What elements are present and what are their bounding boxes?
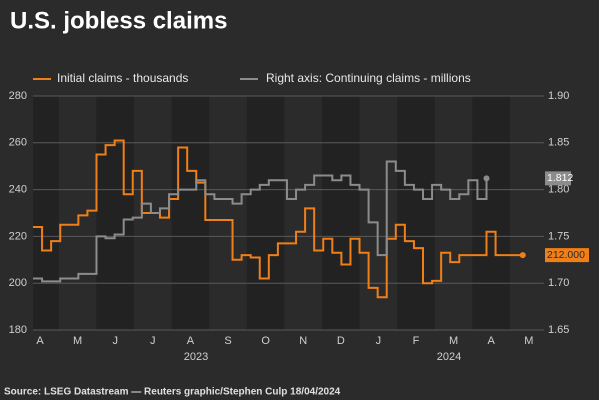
y2-tick-label: 1.90 bbox=[548, 90, 569, 102]
x-tick-label: F bbox=[413, 335, 420, 347]
y-tick-label: 240 bbox=[9, 184, 27, 196]
x-tick-label: N bbox=[299, 335, 307, 347]
x-tick-label: D bbox=[337, 335, 345, 347]
series-line bbox=[33, 160, 488, 283]
month-band bbox=[96, 96, 134, 330]
month-band bbox=[284, 96, 322, 330]
year-label: 2023 bbox=[184, 351, 208, 363]
y2-tick-label: 1.70 bbox=[548, 277, 569, 289]
month-band bbox=[58, 96, 97, 330]
x-tick-label: O bbox=[261, 335, 270, 347]
x-tick-label: A bbox=[488, 335, 496, 347]
x-tick-label: M bbox=[449, 335, 458, 347]
y2-tick-label: 1.75 bbox=[548, 230, 569, 242]
month-band bbox=[171, 96, 210, 330]
y2-tick-label: 1.85 bbox=[548, 137, 569, 149]
series-line bbox=[33, 139, 523, 299]
month-band bbox=[209, 96, 247, 330]
end-dot bbox=[519, 252, 526, 259]
x-tick-label: A bbox=[36, 335, 44, 347]
y-tick-label: 280 bbox=[9, 90, 27, 102]
legend-label: Right axis: Continuing claims - millions bbox=[266, 71, 471, 85]
end-label: 212.000 bbox=[547, 249, 585, 261]
source: Source: LSEG Datastream — Reuters graphi… bbox=[4, 387, 341, 398]
x-tick-label: S bbox=[224, 335, 231, 347]
month-band bbox=[472, 96, 510, 330]
month-band bbox=[434, 96, 473, 330]
month-band bbox=[322, 96, 360, 330]
x-tick-label: M bbox=[73, 335, 82, 347]
end-dot bbox=[483, 175, 490, 182]
x-tick-label: A bbox=[187, 335, 195, 347]
end-label: 1.812 bbox=[547, 172, 573, 184]
month-band bbox=[33, 96, 59, 330]
year-label: 2024 bbox=[437, 351, 461, 363]
end-label-box bbox=[545, 248, 589, 263]
chart-title: U.S. jobless claims bbox=[10, 7, 227, 34]
y-tick-label: 260 bbox=[9, 137, 27, 149]
y-tick-label: 180 bbox=[9, 324, 27, 336]
y-tick-label: 200 bbox=[9, 277, 27, 289]
y2-tick-label: 1.65 bbox=[548, 324, 569, 336]
x-tick-label: J bbox=[376, 335, 382, 347]
month-band bbox=[510, 96, 540, 330]
x-tick-label: M bbox=[524, 335, 533, 347]
legend-label: Initial claims - thousands bbox=[57, 71, 188, 85]
x-tick-label: J bbox=[150, 335, 156, 347]
end-label-box bbox=[545, 171, 571, 186]
y-tick-label: 220 bbox=[9, 230, 27, 242]
y2-tick-label: 1.80 bbox=[548, 184, 569, 196]
month-band bbox=[397, 96, 435, 330]
month-band bbox=[246, 96, 285, 330]
x-tick-label: J bbox=[112, 335, 118, 347]
